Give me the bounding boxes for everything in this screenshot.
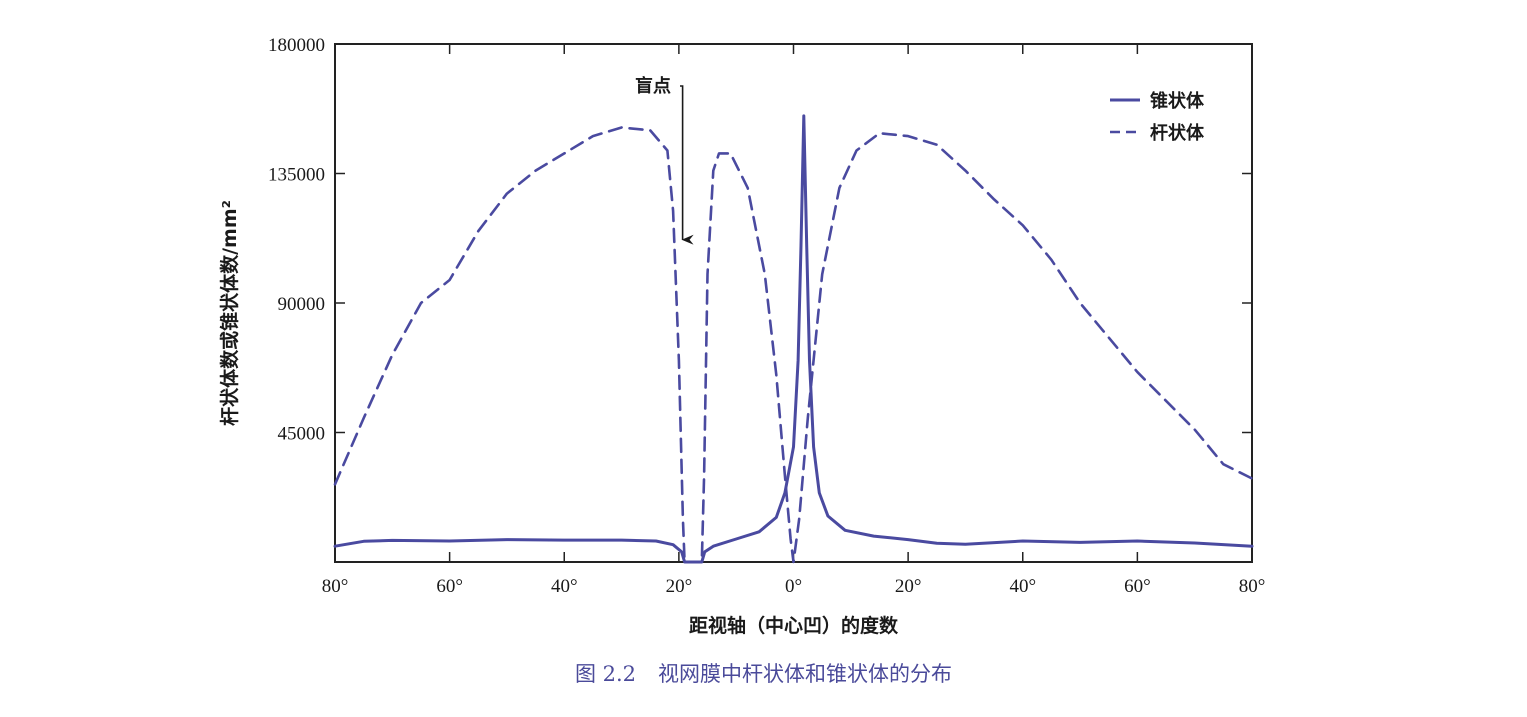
x-tick-label: 40°	[1009, 576, 1036, 597]
x-tick-label: 40°	[551, 576, 578, 597]
annotation-label: 盲点	[635, 75, 671, 97]
annotation-arrow	[680, 85, 694, 245]
x-tick-label: 20°	[666, 576, 693, 597]
legend-label: 锥状体	[1150, 90, 1205, 112]
figure-number: 图 2.2	[574, 662, 637, 686]
legend-label: 杆状体	[1150, 122, 1205, 144]
x-tick-label: 0°	[785, 576, 802, 597]
series-layer	[333, 114, 1254, 564]
figure-caption-text: 视网膜中杆状体和锥状体的分布	[658, 662, 953, 686]
series-line-1	[333, 126, 1254, 564]
x-tick-label: 60°	[436, 576, 463, 597]
x-tick-label: 20°	[895, 576, 922, 597]
y-tick-label: 180000	[268, 35, 325, 56]
y-tick-label: 45000	[278, 424, 326, 445]
y-tick-label: 90000	[278, 294, 326, 315]
y-tick-label: 135000	[268, 165, 325, 186]
y-axis-title: 杆状体数或锥状体数/mm²	[218, 200, 241, 426]
plot-frame	[334, 43, 1253, 563]
figure-caption: 图 2.2 视网膜中杆状体和锥状体的分布	[0, 658, 1527, 688]
x-tick-label: 80°	[322, 576, 349, 597]
x-axis-title: 距视轴（中心凹）的度数	[689, 614, 899, 637]
annotations: 盲点	[635, 75, 694, 245]
series-line-0	[333, 114, 1254, 564]
x-tick-label: 80°	[1239, 576, 1266, 597]
x-tick-label: 60°	[1124, 576, 1151, 597]
axes: 45000 90000 135000 180000 80° 60° 40° 20° 0° 20° 4…	[218, 35, 1265, 637]
